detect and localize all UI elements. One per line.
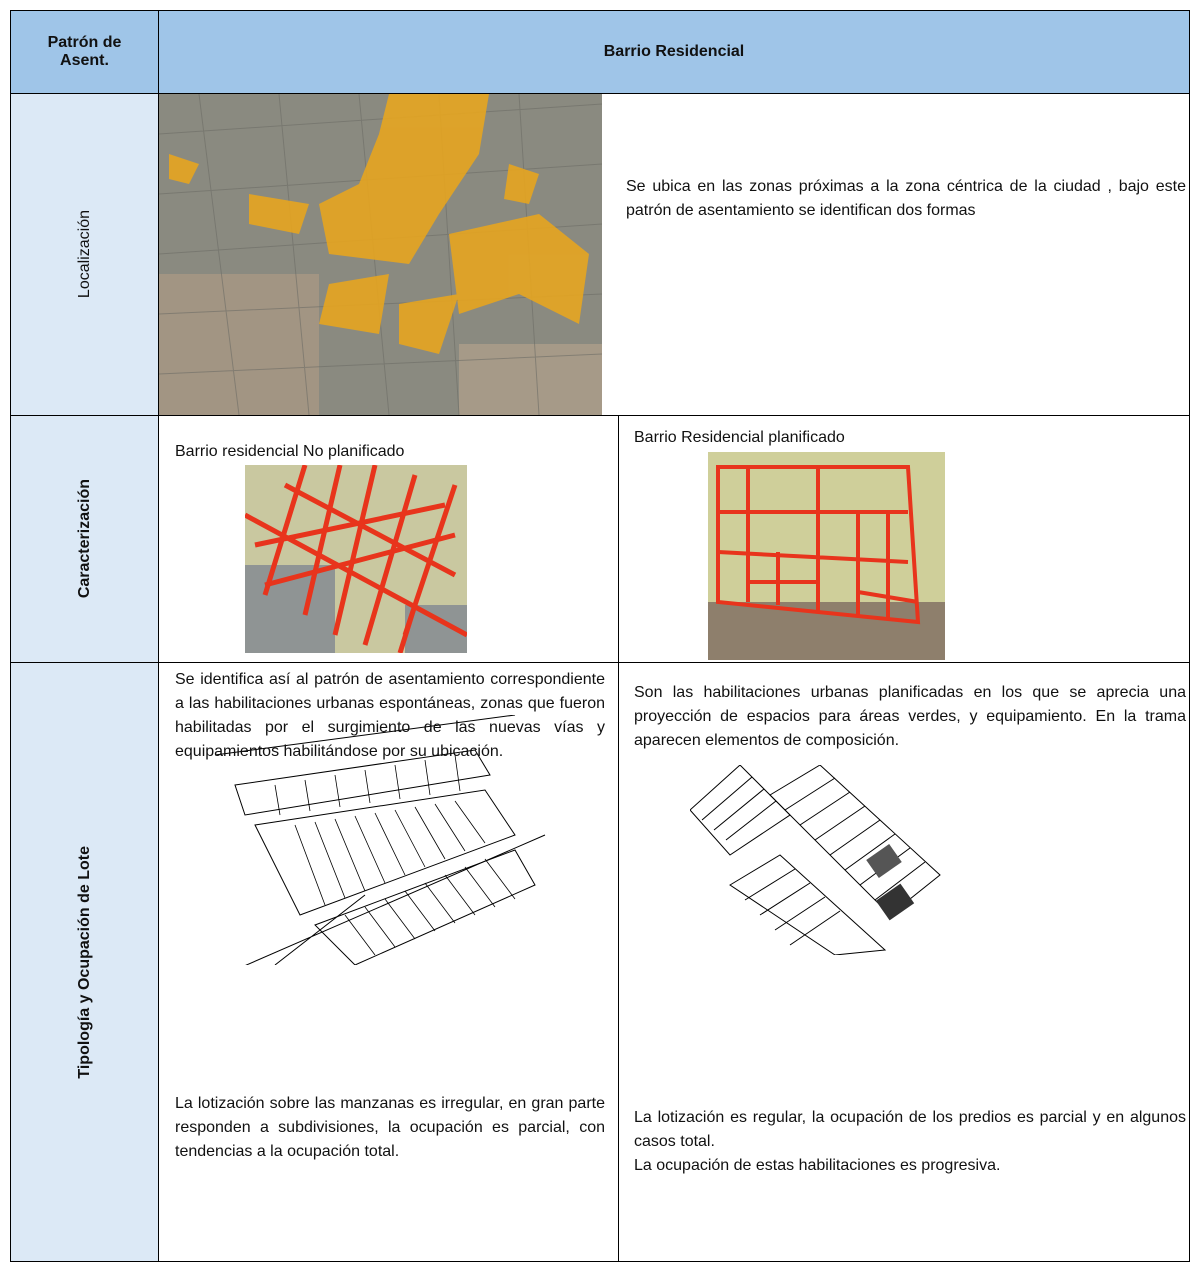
paragraph: La lotización sobre las manzanas es irre… <box>175 1095 605 1160</box>
header-cell: Patrón de Asent. <box>10 10 159 94</box>
row-label: Tipología y Ocupación de Lote <box>10 662 159 1262</box>
map-image <box>159 94 602 415</box>
header-cell: Barrio Residencial <box>158 10 1190 94</box>
row-label: Caracterización <box>10 415 159 663</box>
paragraph: Se ubica en las zonas próximas a la zona… <box>626 178 1186 219</box>
header-text: Patrón de Asent. <box>47 34 122 69</box>
paragraph: Son las habilitaciones urbanas planifica… <box>634 684 1186 749</box>
row-label-text: Caracterización <box>75 479 93 599</box>
lot-drawing <box>690 765 941 955</box>
paragraph: La lotización es regular, la ocupación d… <box>634 1109 1186 1150</box>
paragraph: Se identifica así al patrón de asentamie… <box>175 671 605 760</box>
row-label-text: Localización <box>75 210 93 299</box>
row-label: Localización <box>10 93 159 416</box>
paragraph: La ocupación de estas habilitaciones es … <box>634 1157 1001 1174</box>
row-label-text: Tipología y Ocupación de Lote <box>75 845 93 1079</box>
paragraph-group: La lotización sobre las manzanas es irre… <box>175 1092 605 1164</box>
cell-title: Barrio residencial No planificado <box>175 443 405 460</box>
map-image <box>245 465 467 653</box>
paragraph-group: La lotización es regular, la ocupación d… <box>634 1106 1186 1178</box>
header-text: Barrio Residencial <box>603 43 745 60</box>
cell-title: Barrio Residencial planificado <box>634 429 845 446</box>
lot-drawing <box>215 715 546 965</box>
map-image <box>708 452 945 660</box>
